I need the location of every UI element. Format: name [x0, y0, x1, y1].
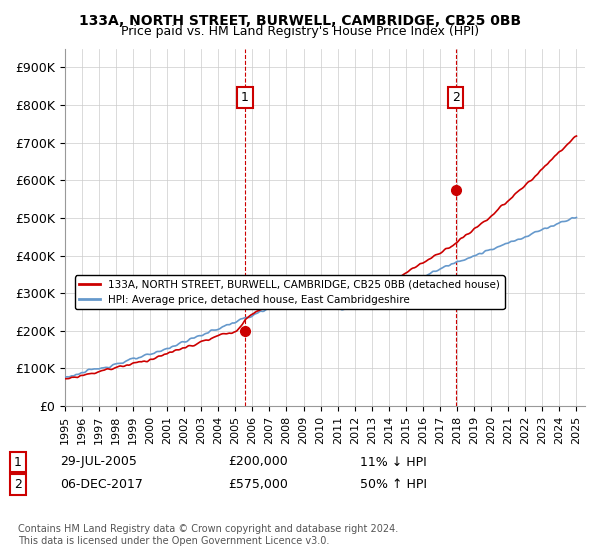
Text: Contains HM Land Registry data © Crown copyright and database right 2024.
This d: Contains HM Land Registry data © Crown c…	[18, 524, 398, 545]
Text: 06-DEC-2017: 06-DEC-2017	[60, 478, 143, 491]
Legend: 133A, NORTH STREET, BURWELL, CAMBRIDGE, CB25 0BB (detached house), HPI: Average : 133A, NORTH STREET, BURWELL, CAMBRIDGE, …	[75, 276, 505, 309]
Text: 1: 1	[241, 91, 249, 104]
Text: 50% ↑ HPI: 50% ↑ HPI	[360, 478, 427, 491]
Text: 29-JUL-2005: 29-JUL-2005	[60, 455, 137, 469]
Text: 2: 2	[452, 91, 460, 104]
Text: 2: 2	[14, 478, 22, 491]
Text: £200,000: £200,000	[228, 455, 288, 469]
Text: 133A, NORTH STREET, BURWELL, CAMBRIDGE, CB25 0BB: 133A, NORTH STREET, BURWELL, CAMBRIDGE, …	[79, 14, 521, 28]
Text: 11% ↓ HPI: 11% ↓ HPI	[360, 455, 427, 469]
Text: 1: 1	[14, 455, 22, 469]
Text: Price paid vs. HM Land Registry's House Price Index (HPI): Price paid vs. HM Land Registry's House …	[121, 25, 479, 38]
Text: £575,000: £575,000	[228, 478, 288, 491]
